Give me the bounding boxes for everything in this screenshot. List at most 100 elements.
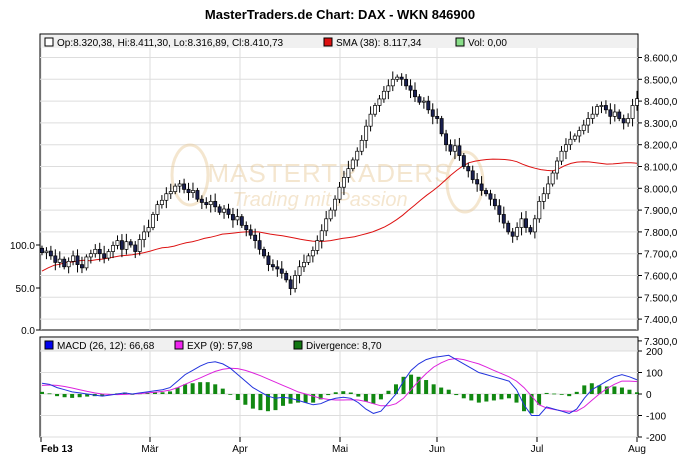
ohlc-legend-text: Op:8.320,38, Hi:8.411,30, Lo:8.316,89, C…	[57, 38, 284, 49]
divergence-bar	[311, 394, 316, 403]
candle-body	[519, 218, 524, 228]
candle-body	[492, 198, 497, 207]
price-tick-label: 8.600,0	[644, 54, 678, 65]
candle-body	[226, 208, 231, 215]
divergence-bar	[281, 394, 286, 406]
candle-body	[297, 266, 302, 276]
candle-body	[44, 250, 49, 253]
macd-tick-label: -200	[646, 433, 666, 444]
divergence-bar	[612, 386, 617, 394]
candle-body	[457, 145, 462, 156]
candle-body	[386, 85, 391, 92]
candle-body	[603, 105, 608, 111]
divergence-bar	[168, 391, 173, 394]
candle-body	[577, 130, 582, 137]
candle-body	[404, 78, 409, 87]
candle-body	[75, 255, 80, 265]
candle-body	[479, 183, 484, 191]
candle-body	[572, 135, 577, 140]
macd-legend-text: MACD (26, 12): 66,68	[57, 341, 155, 352]
candle-body	[164, 193, 169, 201]
candle-body	[186, 189, 191, 194]
candle-body	[288, 279, 293, 289]
price-tick-label: 7.900,0	[644, 206, 678, 217]
candle-body	[621, 118, 626, 124]
divergence-bar	[326, 394, 331, 396]
candle-body	[199, 198, 204, 203]
candle-body	[115, 240, 120, 246]
divergence-bar	[243, 394, 248, 405]
candle-body	[350, 159, 355, 170]
price-tick-label: 8.400,0	[644, 97, 678, 108]
date-tick-label: Jun	[429, 444, 445, 455]
candle-body	[191, 190, 195, 194]
candle-body	[581, 124, 586, 131]
divergence-bar	[70, 394, 75, 398]
candle-body	[235, 216, 240, 221]
candle-body	[506, 222, 511, 233]
candle-body	[430, 109, 435, 117]
ohlc-legend-swatch	[44, 37, 54, 47]
divergence-bar	[228, 394, 233, 395]
divergence-bar	[627, 389, 632, 394]
candle-body	[217, 206, 222, 213]
date-axis: Feb 13 Mär Apr Mai Jun Jul Aug	[40, 437, 646, 455]
candle-body	[266, 255, 271, 265]
price-tick-label: 7.300,0	[644, 337, 678, 348]
candle-body	[439, 118, 444, 135]
price-axis-right: 8.600,0 8.500,0 8.400,0 8.300,0 8.200,0 8.100…	[638, 54, 678, 348]
macd-tick-label: 200	[646, 347, 663, 358]
candle-body	[257, 240, 262, 250]
candle-body	[182, 183, 187, 190]
candle-body	[284, 272, 289, 281]
candle-body	[293, 275, 298, 289]
candle-body	[279, 268, 284, 274]
divergence-bar	[160, 392, 165, 394]
divergence-bar	[386, 390, 391, 394]
price-tick-label: 8.100,0	[644, 163, 678, 174]
candle-body	[146, 227, 151, 233]
divergence-bar	[461, 394, 466, 399]
candle-body	[151, 214, 155, 228]
candle-body	[310, 250, 315, 257]
candle-body	[319, 230, 324, 241]
candle-body	[515, 227, 520, 237]
divergence-bar	[318, 394, 323, 400]
candle-body	[368, 113, 373, 127]
candle-body	[204, 202, 209, 206]
divergence-bar	[273, 394, 278, 411]
macd-tick-label: 100	[646, 369, 663, 380]
divergence-bar	[47, 393, 52, 395]
candle-body	[377, 98, 382, 106]
divergence-bar	[574, 391, 579, 394]
candle-body	[559, 150, 564, 162]
divergence-bar	[446, 389, 451, 394]
watermark-sub: Trading mit Passion	[232, 189, 407, 211]
candle-body	[106, 251, 111, 259]
divergence-bar	[341, 391, 346, 394]
divergence-bar	[183, 384, 188, 394]
divergence-bar	[619, 387, 624, 394]
divergence-bar	[499, 394, 504, 400]
macd-legend-swatch	[44, 340, 54, 350]
divergence-bar	[604, 386, 609, 394]
watermark-main: MASTERTRADERS	[207, 158, 452, 188]
price-tick-label: 7.400,0	[644, 315, 678, 326]
candle-body	[421, 100, 426, 103]
candle-body	[466, 166, 471, 172]
vol-tick-label: 50.0	[16, 284, 36, 295]
candle-body	[53, 255, 58, 263]
macd-tick-label: 0	[646, 390, 652, 401]
candle-body	[510, 231, 515, 237]
candle-body	[417, 96, 422, 103]
candle-body	[302, 262, 306, 268]
candle-body	[48, 250, 53, 257]
candle-body	[168, 191, 173, 195]
date-tick-label: Apr	[232, 444, 248, 455]
macd-panel-frame	[39, 336, 639, 438]
candle-body	[426, 100, 431, 111]
candle-body	[488, 193, 493, 200]
divergence-bar	[393, 384, 398, 394]
watermark-wreath-left	[170, 143, 210, 207]
vol-legend-swatch	[455, 37, 465, 47]
